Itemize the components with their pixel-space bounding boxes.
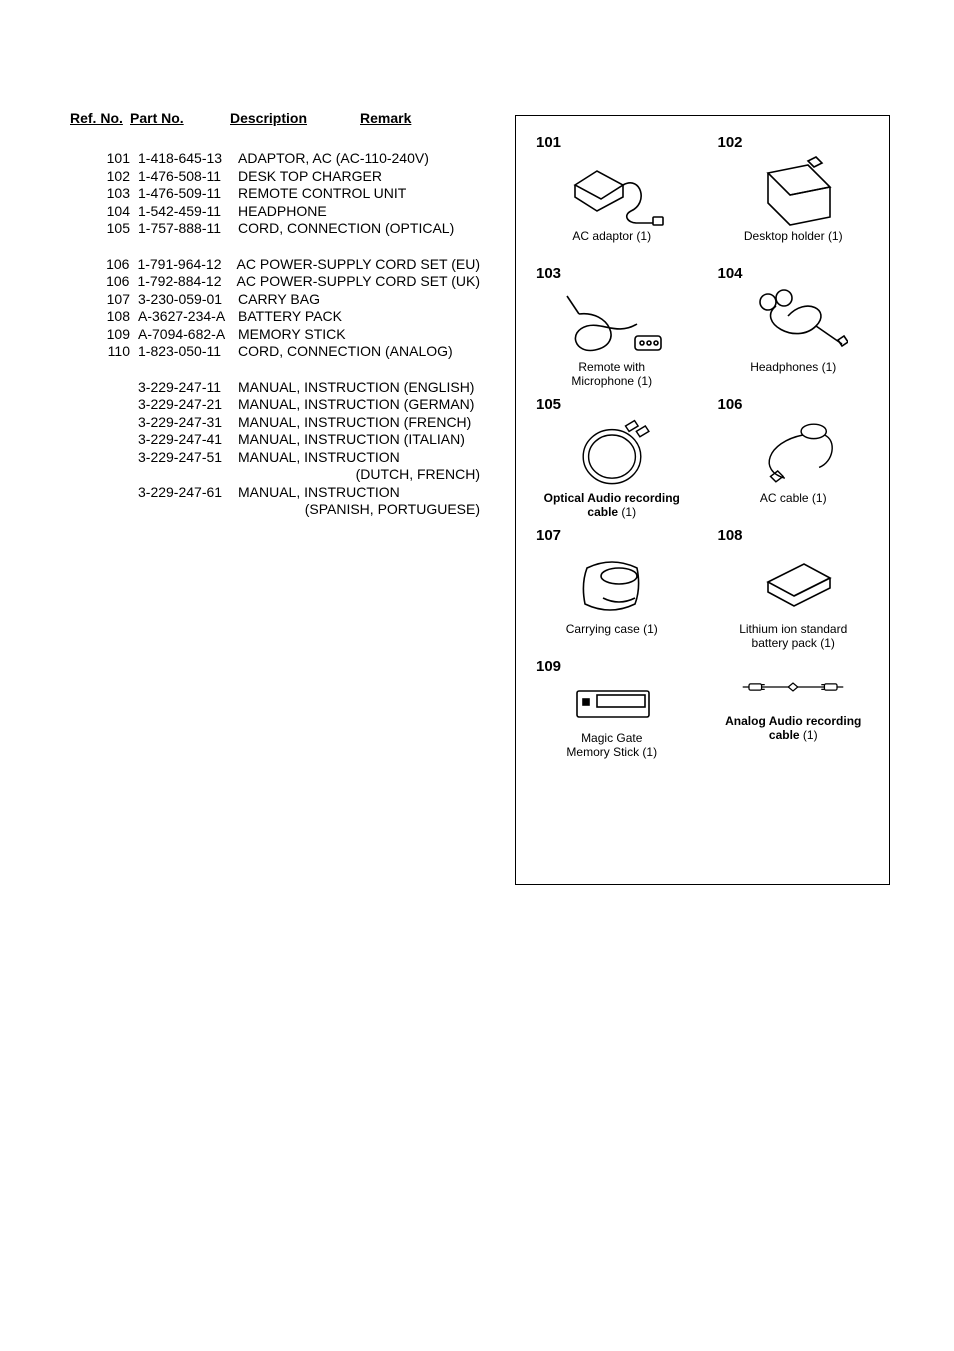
table-row: 109A-7094-682-AMEMORY STICK <box>70 326 480 344</box>
table-row: 1073-230-059-01CARRY BAG <box>70 291 480 309</box>
table-row: 1021-476-508-11DESK TOP CHARGER <box>70 168 480 186</box>
table-row: 3-229-247-11MANUAL, INSTRUCTION (ENGLISH… <box>70 379 480 397</box>
memory-stick-icon <box>557 679 667 729</box>
table-row: 3-229-247-41MANUAL, INSTRUCTION (ITALIAN… <box>70 431 480 449</box>
analog-cable-icon <box>738 662 848 712</box>
table-row: 3-229-247-61MANUAL, INSTRUCTION <box>70 484 480 502</box>
figure-cell-107: 107 Carrying case (1) <box>526 527 698 652</box>
figure-caption: Headphones (1) <box>750 360 836 390</box>
optical-cable-icon <box>557 417 667 489</box>
table-row: 1101-823-050-11CORD, CONNECTION (ANALOG) <box>70 343 480 361</box>
table-row: 108A-3627-234-ABATTERY PACK <box>70 308 480 326</box>
battery-pack-icon <box>738 548 848 620</box>
figure-caption: Magic Gate Memory Stick (1) <box>566 731 657 761</box>
remote-mic-icon <box>557 286 667 358</box>
table-row-cont: (SPANISH, PORTUGUESE) <box>70 501 480 519</box>
figure-number: 108 <box>718 527 743 544</box>
figure-number: 101 <box>536 134 561 151</box>
figure-number: 106 <box>718 396 743 413</box>
figure-cell-110: Analog Audio recording cable (1) <box>708 658 880 761</box>
figure-caption: Lithium ion standard battery pack (1) <box>739 622 847 652</box>
table-row: 1011-418-645-13ADAPTOR, AC (AC-110-240V) <box>70 150 480 168</box>
figure-caption: AC cable (1) <box>760 491 827 521</box>
figure-cell-101: 101 AC adaptor (1) <box>526 134 698 259</box>
figure-caption: Analog Audio recording cable (1) <box>725 714 861 744</box>
figure-cell-106: 106 AC cable (1) <box>708 396 880 521</box>
figure-caption: Remote with Microphone (1) <box>571 360 652 390</box>
header-ref: Ref. No. <box>70 110 130 126</box>
table-row: 1031-476-509-11REMOTE CONTROL UNIT <box>70 185 480 203</box>
figure-number: 103 <box>536 265 561 282</box>
header-remark: Remark <box>360 110 411 126</box>
figure-cell-103: 103 Remote with Microphone (1) <box>526 265 698 390</box>
table-row-cont: (DUTCH, FRENCH) <box>70 466 480 484</box>
header-desc: Description <box>230 110 360 126</box>
table-row: 3-229-247-31MANUAL, INSTRUCTION (FRENCH) <box>70 414 480 432</box>
figure-cell-108: 108 Lithium ion standard battery pack (1… <box>708 527 880 652</box>
table-row: 1061-791-964-12AC POWER-SUPPLY CORD SET … <box>70 256 480 274</box>
figure-cell-105: 105 Optical Audio recording cable (1) <box>526 396 698 521</box>
figure-number: 102 <box>718 134 743 151</box>
ac-cable-icon <box>738 417 848 489</box>
headphones-icon <box>738 286 848 358</box>
table-row: 1051-757-888-11CORD, CONNECTION (OPTICAL… <box>70 220 480 238</box>
parts-table: Ref. No. Part No. Description Remark 101… <box>70 110 480 519</box>
table-row: 1061-792-884-12AC POWER-SUPPLY CORD SET … <box>70 273 480 291</box>
figure-number: 107 <box>536 527 561 544</box>
carrying-case-icon <box>557 548 667 620</box>
figure-number: 105 <box>536 396 561 413</box>
ac-adaptor-icon <box>557 155 667 227</box>
desktop-holder-icon <box>738 155 848 227</box>
figure-cell-104: 104 Headphones (1) <box>708 265 880 390</box>
table-header-row: Ref. No. Part No. Description Remark <box>70 110 480 126</box>
table-row: 3-229-247-21MANUAL, INSTRUCTION (GERMAN) <box>70 396 480 414</box>
figure-number: 104 <box>718 265 743 282</box>
table-row: 3-229-247-51MANUAL, INSTRUCTION <box>70 449 480 467</box>
figure-cell-102: 102 Desktop holder (1) <box>708 134 880 259</box>
figure-caption: Carrying case (1) <box>566 622 658 652</box>
figure-cell-109: 109 Magic Gate Memory Stick (1) <box>526 658 698 761</box>
figure-caption: Optical Audio recording cable (1) <box>544 491 680 521</box>
figure-caption: Desktop holder (1) <box>744 229 843 259</box>
figure-caption: AC adaptor (1) <box>572 229 651 259</box>
figure-number: 109 <box>536 658 561 675</box>
header-part: Part No. <box>130 110 230 126</box>
table-row: 1041-542-459-11HEADPHONE <box>70 203 480 221</box>
accessories-figure: 101 AC adaptor (1) 102 <box>515 115 890 885</box>
